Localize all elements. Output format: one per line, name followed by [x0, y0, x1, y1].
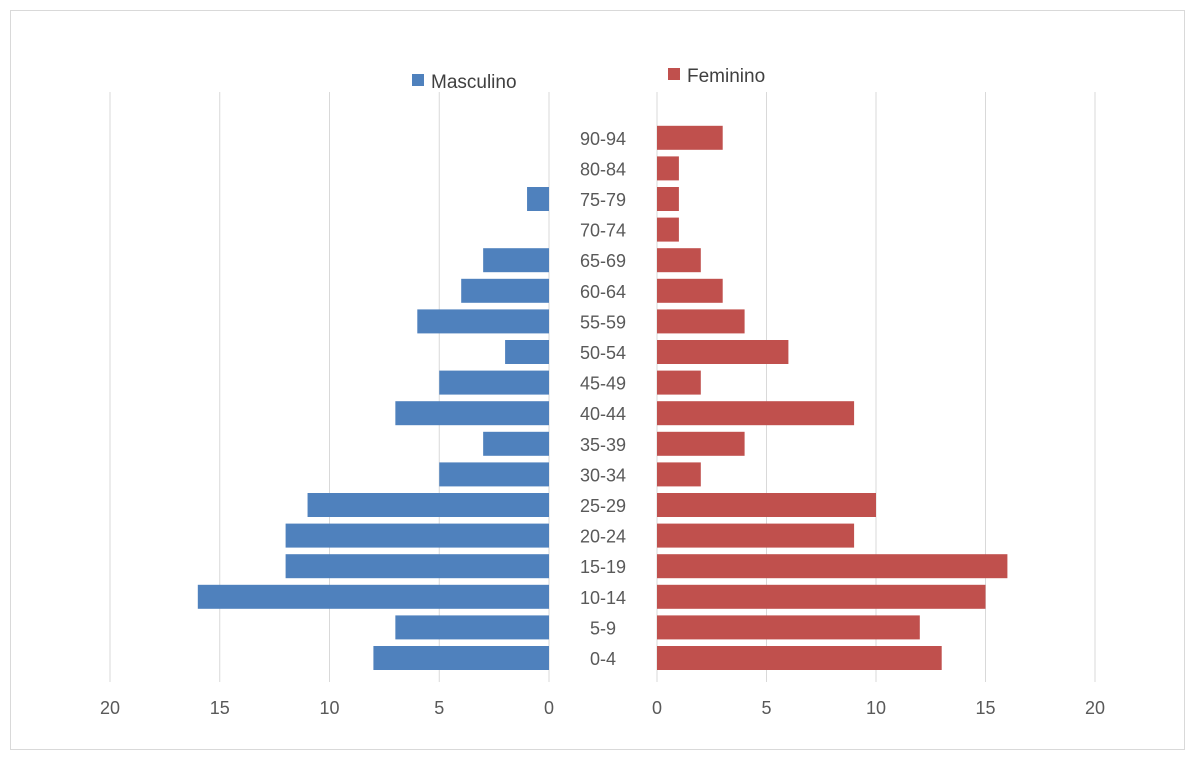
bar-feminino-20-24	[657, 523, 855, 548]
legend-label-feminino: Feminino	[687, 66, 765, 87]
chart-frame	[10, 10, 1185, 750]
category-label-55-59: 55-59	[580, 312, 626, 332]
bar-masculino-55-59	[417, 309, 549, 334]
bar-feminino-90-94	[657, 125, 723, 150]
bar-masculino-0-4	[373, 646, 549, 670]
x-tick-right-5: 5	[761, 698, 771, 718]
bar-feminino-65-69	[657, 248, 701, 273]
bar-feminino-75-79	[657, 187, 679, 211]
bar-feminino-40-44	[657, 401, 855, 426]
x-tick-left-5: 5	[434, 698, 444, 718]
bar-masculino-15-19	[285, 554, 549, 579]
category-label-80-84: 80-84	[580, 159, 626, 179]
bar-feminino-55-59	[657, 309, 745, 334]
category-labels: 0-4 5-9 10-14 15-19 20-24 25-29 30-34 35-39 40-4…	[580, 129, 626, 669]
bar-feminino-60-64	[657, 278, 723, 303]
x-tick-right-15: 15	[975, 698, 995, 718]
category-label-25-29: 25-29	[580, 496, 626, 516]
category-label-50-54: 50-54	[580, 343, 626, 363]
category-label-70-74: 70-74	[580, 221, 626, 241]
bar-feminino-10-14	[657, 584, 986, 609]
bar-feminino-70-74	[657, 217, 679, 242]
category-label-75-79: 75-79	[580, 190, 626, 210]
legend-swatch-feminino	[668, 68, 680, 80]
bar-feminino-50-54	[657, 340, 789, 364]
legend: Masculino Feminino	[412, 66, 765, 93]
category-label-20-24: 20-24	[580, 527, 626, 547]
bar-masculino-5-9	[395, 615, 549, 640]
bar-feminino-35-39	[657, 431, 745, 456]
bar-masculino-45-49	[439, 370, 549, 395]
bar-feminino-0-4	[657, 646, 942, 670]
x-tick-right-20: 20	[1085, 698, 1105, 718]
category-label-40-44: 40-44	[580, 404, 626, 424]
category-label-0-4: 0-4	[590, 649, 616, 669]
bar-masculino-40-44	[395, 401, 549, 426]
bars	[197, 125, 1008, 670]
bar-masculino-75-79	[527, 187, 549, 211]
legend-label-masculino: Masculino	[431, 72, 517, 93]
bar-feminino-80-84	[657, 156, 679, 181]
bar-masculino-50-54	[505, 340, 549, 364]
bar-feminino-15-19	[657, 554, 1008, 579]
category-label-5-9: 5-9	[590, 618, 616, 638]
x-tick-left-15: 15	[210, 698, 230, 718]
category-label-60-64: 60-64	[580, 282, 626, 302]
bar-masculino-20-24	[285, 523, 549, 548]
category-label-30-34: 30-34	[580, 465, 626, 485]
bar-masculino-35-39	[483, 431, 549, 456]
gridlines	[109, 92, 1096, 682]
category-label-45-49: 45-49	[580, 374, 626, 394]
category-label-10-14: 10-14	[580, 588, 626, 608]
category-label-90-94: 90-94	[580, 129, 626, 149]
bar-masculino-65-69	[483, 248, 549, 273]
bar-masculino-60-64	[461, 278, 549, 303]
bar-feminino-45-49	[657, 370, 701, 395]
legend-swatch-masculino	[412, 74, 424, 86]
bar-masculino-10-14	[197, 584, 550, 609]
category-label-35-39: 35-39	[580, 435, 626, 455]
x-axis-tick-labels: 0 0 5 5 10 10 15 15 20 20	[100, 698, 1105, 718]
x-tick-right-0: 0	[652, 698, 662, 718]
bar-feminino-5-9	[657, 615, 920, 640]
x-tick-right-10: 10	[866, 698, 886, 718]
bar-masculino-30-34	[439, 462, 549, 487]
x-tick-left-10: 10	[319, 698, 339, 718]
bar-masculino-25-29	[307, 493, 549, 517]
x-tick-left-0: 0	[544, 698, 554, 718]
category-label-65-69: 65-69	[580, 251, 626, 271]
bar-feminino-30-34	[657, 462, 701, 487]
x-tick-left-20: 20	[100, 698, 120, 718]
bar-feminino-25-29	[657, 493, 876, 517]
category-label-15-19: 15-19	[580, 557, 626, 577]
